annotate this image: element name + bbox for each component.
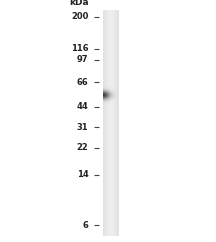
Text: 97: 97 [77,55,89,64]
Text: 116: 116 [71,45,89,53]
Text: kDa: kDa [69,0,89,7]
Text: 6: 6 [83,221,89,230]
Text: 31: 31 [77,123,89,132]
Text: 44: 44 [77,102,89,111]
Text: 14: 14 [77,170,89,179]
Text: 22: 22 [77,143,89,152]
Bar [103,11,118,236]
Text: 66: 66 [77,78,89,87]
Text: 200: 200 [71,12,89,21]
